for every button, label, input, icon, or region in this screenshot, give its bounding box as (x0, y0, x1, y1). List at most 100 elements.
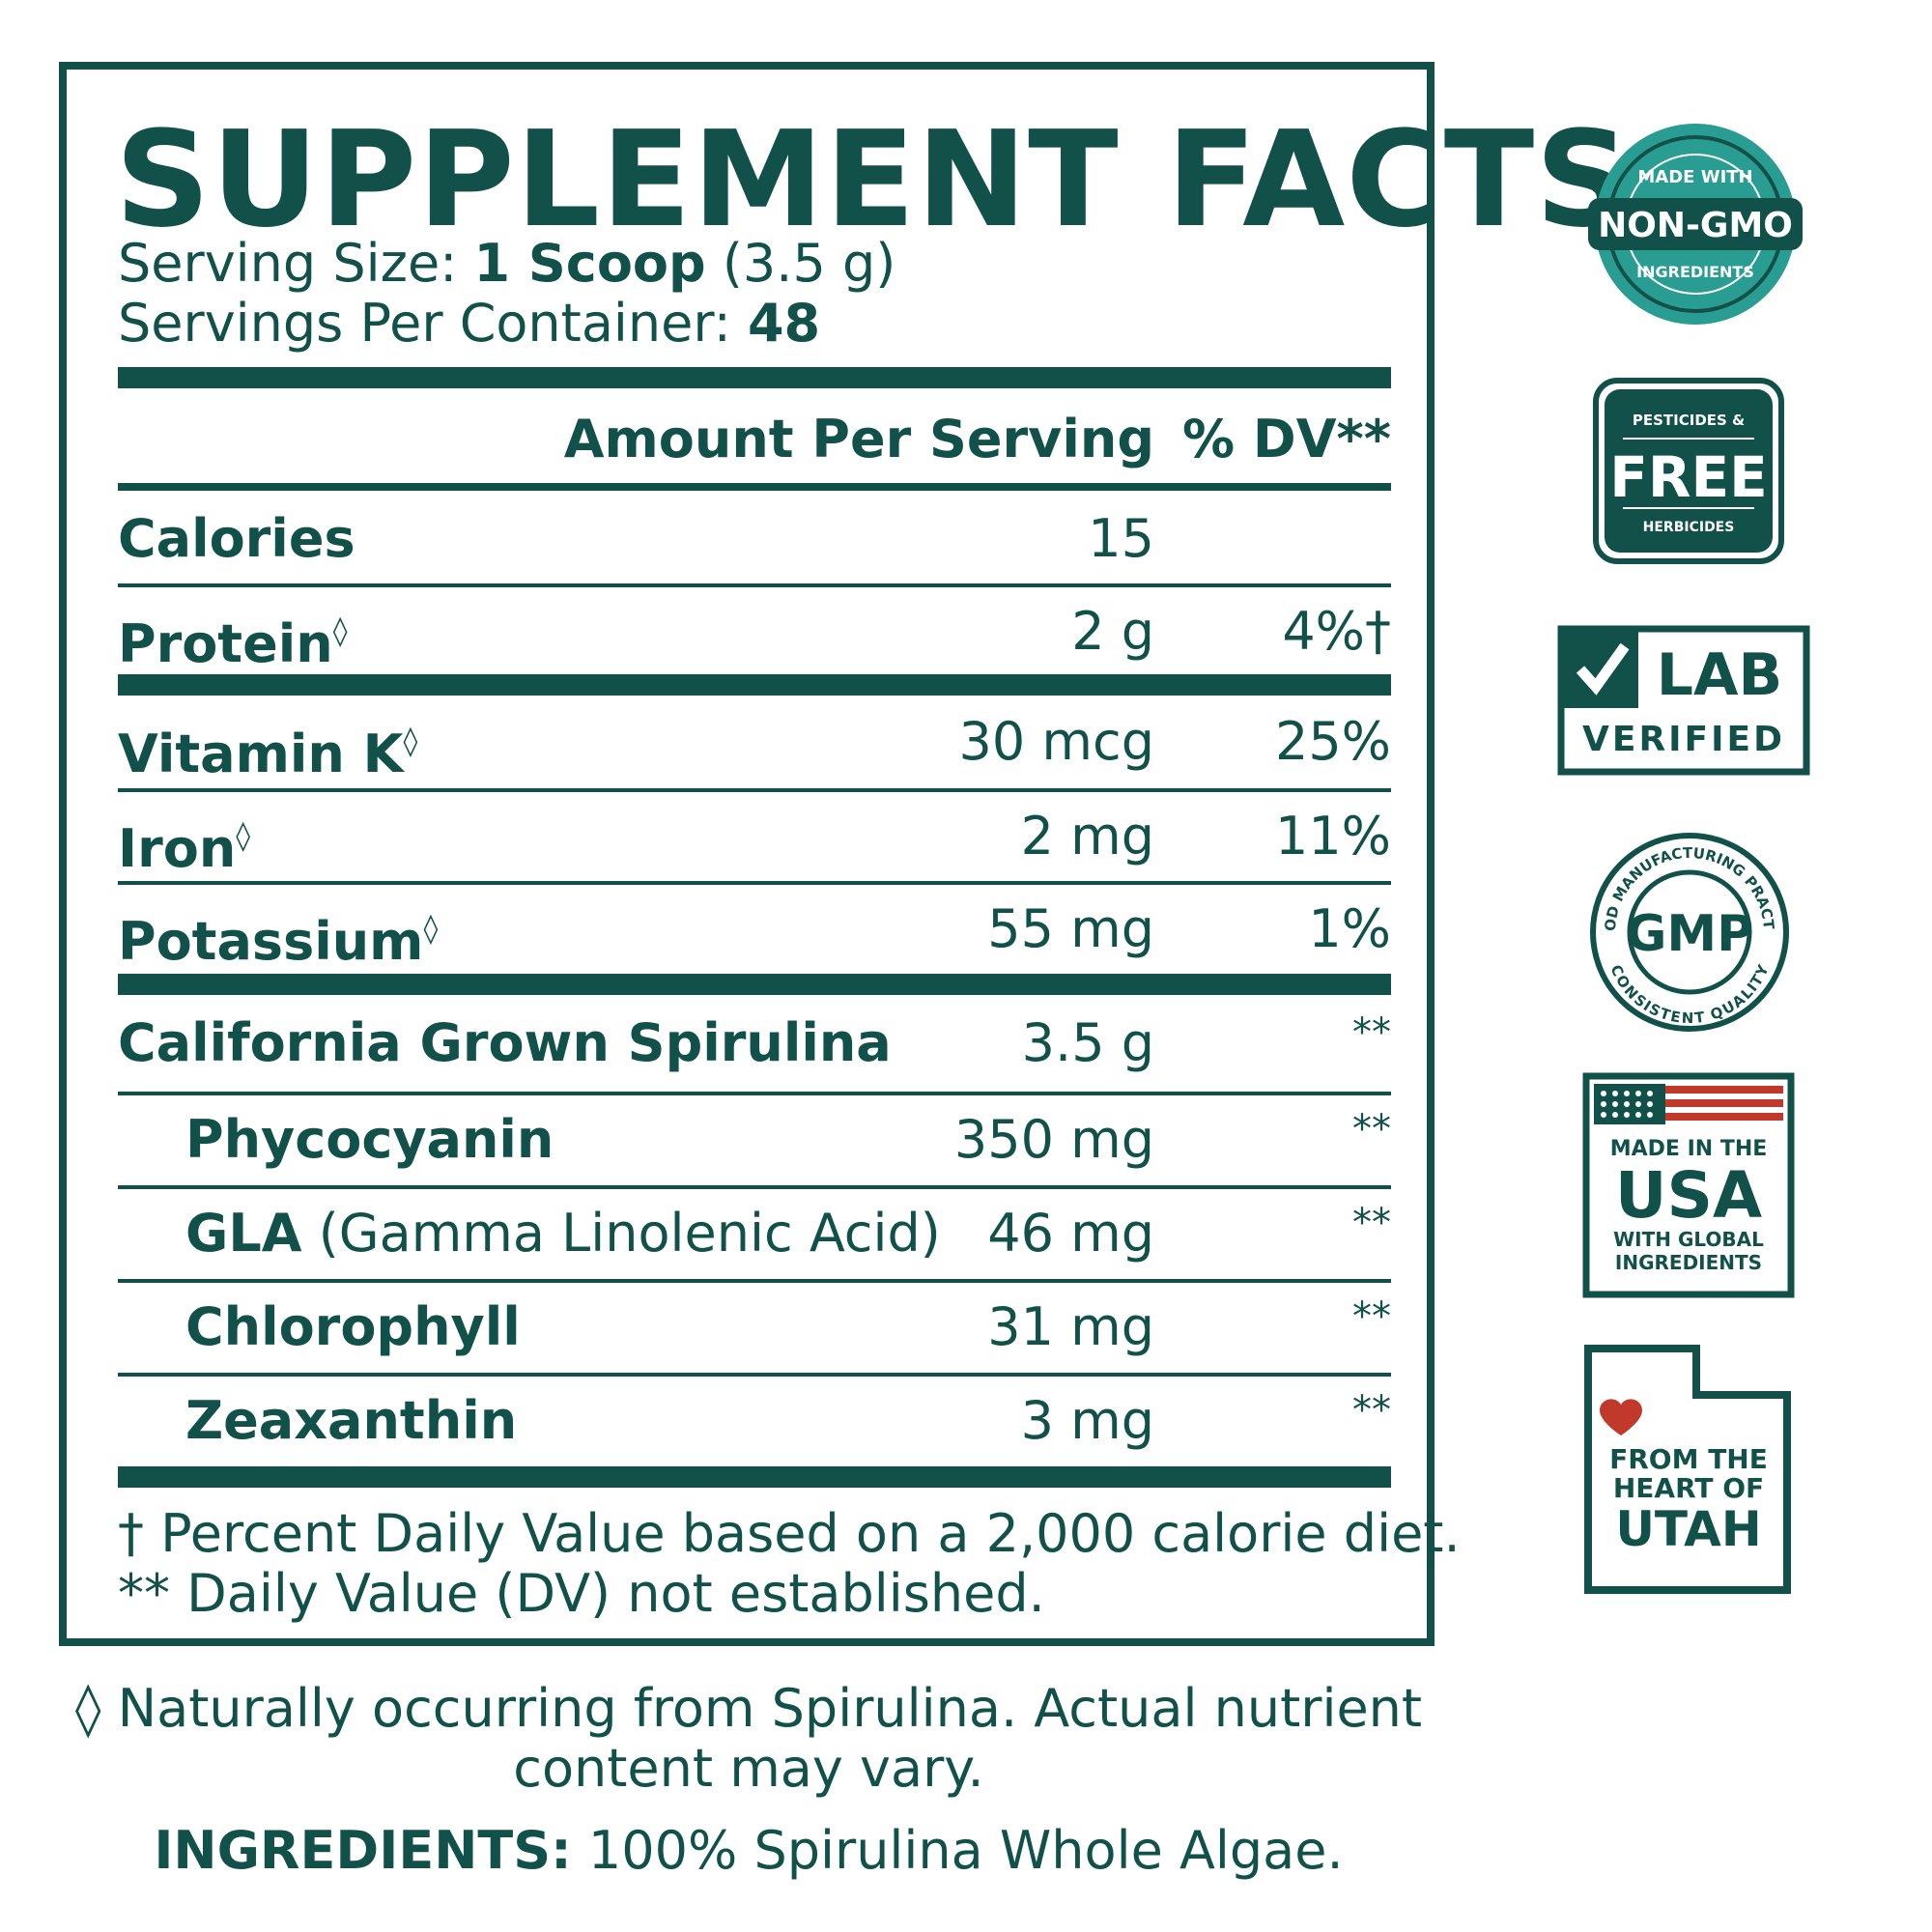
nutrient-dv: ** (1352, 1201, 1391, 1245)
divider-thick (118, 974, 1391, 995)
nutrient-name-extra: (Gamma Linolenic Acid) (301, 1203, 941, 1264)
nutrient-row-zeaxanthin: Zeaxanthin 3 mg ** (118, 1377, 1391, 1465)
divider (118, 1373, 1391, 1377)
nutrient-row-potassium: Potassium◊ 55 mg 1% (118, 885, 1391, 974)
pesticide-free-badge: PESTICIDES & FREE HERBICIDES (1593, 378, 1784, 564)
divider (118, 583, 1391, 587)
non-gmo-bottom: INGREDIENTS (1636, 263, 1754, 281)
lab-verified-badge: LAB VERIFIED (1557, 625, 1810, 776)
divider (118, 1279, 1391, 1283)
nutrient-name: Chlorophyll (185, 1296, 521, 1357)
nutrient-amount: 55 mg (987, 898, 1154, 959)
usa-top: MADE IN THE (1610, 1137, 1768, 1161)
nutrient-amount: 2 g (1071, 601, 1154, 662)
servings-label: Servings Per Container: (118, 293, 748, 354)
nutrient-dv: 4%† (1282, 601, 1391, 662)
heart-of-utah-badge: FROM THE HEART OF UTAH (1584, 1345, 1791, 1594)
pesticide-bottom: HERBICIDES (1643, 520, 1735, 535)
servings-per-container: Servings Per Container: 48 (118, 294, 820, 354)
nutrient-row-protein: Protein◊ 2 g 4%† (118, 587, 1391, 676)
diamond-mark: ◊ (423, 912, 439, 946)
nutrient-amount: 30 mcg (958, 711, 1154, 772)
serving-size-value: 1 Scoop (473, 233, 706, 294)
nutrient-dv: ** (1352, 1010, 1391, 1055)
usa-bottom-2: INGREDIENTS (1615, 1251, 1762, 1274)
divider-thick (118, 1466, 1391, 1488)
nutrient-dv: ** (1352, 1388, 1391, 1433)
pesticide-main: FREE (1609, 444, 1768, 510)
heart-icon (1600, 1399, 1642, 1435)
nutrient-name: Zeaxanthin (185, 1390, 518, 1451)
checkmark-icon (1576, 642, 1630, 696)
nutrient-row-phycocyanin: Phycocyanin 350 mg ** (118, 1095, 1391, 1184)
ingredients-line: INGREDIENTS: 100% Spirulina Whole Algae. (0, 1821, 1497, 1881)
nutrient-amount: 31 mg (987, 1296, 1154, 1357)
nutrient-name: GLA (185, 1203, 302, 1264)
lab-main: LAB (1657, 641, 1782, 709)
serving-size-label: Serving Size: (118, 233, 474, 294)
nutrient-name: Vitamin K (118, 724, 404, 784)
nutrient-dv: 1% (1308, 898, 1391, 959)
nutrient-amount: 15 (1088, 508, 1154, 569)
nutrient-amount: 3 mg (1020, 1390, 1154, 1451)
ingredients-label: INGREDIENTS: (154, 1820, 572, 1881)
naturally-occurring-note: ◊ Naturally occurring from Spirulina. Ac… (74, 1678, 1423, 1739)
nutrient-row-gla: GLA (Gamma Linolenic Acid) 46 mg ** (118, 1189, 1391, 1278)
us-flag-icon (1594, 1084, 1783, 1124)
utah-line-2: HEART OF (1613, 1472, 1764, 1504)
nutrient-name: Potassium (118, 911, 424, 972)
non-gmo-badge: NON-GMO MADE WITH INGREDIENTS (1588, 124, 1803, 325)
usa-bottom-1: WITH GLOBAL (1613, 1228, 1764, 1251)
footnote-double-star: ** Daily Value (DV) not established. (118, 1563, 1045, 1624)
divider (118, 1185, 1391, 1189)
nutrient-row-chlorophyll: Chlorophyll 31 mg ** (118, 1283, 1391, 1372)
divider-thick (118, 367, 1391, 388)
nutrient-name: Calories (118, 508, 355, 569)
column-header: Amount Per Serving % DV** (118, 396, 1391, 483)
diamond-mark: ◊ (332, 614, 348, 648)
gmp-main: GMP (1626, 905, 1754, 963)
utah-line-3: UTAH (1615, 1501, 1761, 1557)
ingredients-value: 100% Spirulina Whole Algae. (571, 1820, 1344, 1881)
serving-size-grams: (3.5 g) (705, 233, 896, 294)
divider (118, 788, 1391, 792)
nutrient-row-calories: Calories 15 (118, 495, 1391, 583)
diamond-mark: ◊ (236, 819, 251, 853)
nutrient-dv: ** (1352, 1107, 1391, 1151)
naturally-occurring-note-2: content may vary. (513, 1738, 984, 1799)
supplement-facts-panel: SUPPLEMENT FACTS Serving Size: 1 Scoop (… (59, 62, 1632, 1646)
nutrient-dv: 25% (1274, 711, 1391, 772)
nutrient-name: Protein (118, 613, 333, 674)
nutrient-name: Phycocyanin (185, 1109, 554, 1170)
nutrient-amount: 2 mg (1020, 806, 1154, 867)
nutrient-amount: 46 mg (987, 1203, 1154, 1264)
non-gmo-top: MADE WITH (1637, 167, 1752, 187)
servings-value: 48 (747, 293, 821, 354)
nutrient-dv: ** (1352, 1294, 1391, 1339)
nutrient-name: Iron (118, 818, 237, 879)
nutrient-row-spirulina: California Grown Spirulina 3.5 g ** (118, 999, 1391, 1088)
facts-title: SUPPLEMENT FACTS (115, 103, 1632, 257)
nutrient-row-vitamin-k: Vitamin K◊ 30 mcg 25% (118, 697, 1391, 786)
utah-line-1: FROM THE (1609, 1443, 1768, 1475)
divider (118, 483, 1391, 491)
pesticide-top: PESTICIDES & (1633, 412, 1745, 429)
nutrient-amount: 350 mg (953, 1109, 1154, 1170)
footnote-dagger: † Percent Daily Value based on a 2,000 c… (118, 1503, 1461, 1564)
divider (118, 1092, 1391, 1095)
usa-main: USA (1615, 1158, 1762, 1233)
non-gmo-main: NON-GMO (1598, 206, 1793, 245)
made-in-usa-badge: MADE IN THE USA WITH GLOBAL INGREDIENTS (1582, 1072, 1795, 1298)
header-dv: % DV** (1182, 409, 1391, 469)
nutrient-dv: 11% (1274, 806, 1391, 867)
divider (118, 881, 1391, 885)
nutrient-amount: 3.5 g (1021, 1012, 1154, 1073)
gmp-badge: GOOD MANUFACTURING PRACTICE CONSISTENT Q… (1588, 831, 1789, 1032)
header-amount: Amount Per Serving (563, 409, 1154, 469)
nutrient-name: California Grown Spirulina (118, 1012, 892, 1073)
lab-bottom: VERIFIED (1582, 720, 1785, 759)
divider-thick (118, 674, 1391, 696)
nutrient-row-iron: Iron◊ 2 mg 11% (118, 792, 1391, 881)
serving-size: Serving Size: 1 Scoop (3.5 g) (118, 234, 895, 294)
diamond-mark: ◊ (403, 724, 418, 758)
